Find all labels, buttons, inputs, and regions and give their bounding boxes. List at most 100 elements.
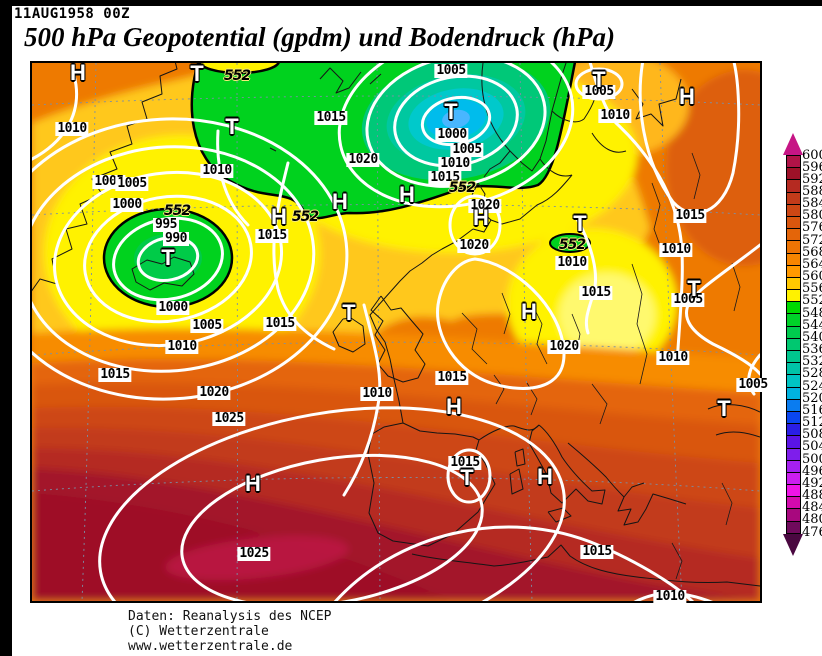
isobar-label: 1000: [435, 127, 469, 142]
isobar-label: 1020: [346, 152, 380, 167]
isobar-label: 1005: [115, 176, 149, 191]
isobar-label: 1010: [55, 121, 89, 136]
low-pressure-marker: T: [592, 67, 606, 92]
isobar-label: 1015: [580, 544, 614, 559]
colorbar-segment: [787, 362, 800, 375]
isobar-label: 1015: [673, 208, 707, 223]
high-pressure-marker: H: [332, 189, 348, 214]
high-pressure-marker: H: [271, 204, 287, 229]
isobar-label: 1005: [190, 318, 224, 333]
colorbar-segment: [787, 301, 800, 314]
datetime-label: 11AUG1958 00Z: [14, 6, 131, 22]
colorbar-arrow-up: [783, 133, 803, 155]
country-borders: [461, 152, 741, 580]
colorbar-tick-label: 548: [802, 305, 822, 321]
colorbar-tick-label: 532: [802, 354, 822, 370]
low-pressure-marker: T: [687, 276, 701, 301]
coastlines: [32, 63, 760, 587]
colorbar-segment: [787, 313, 800, 326]
isobar-label: 1010: [438, 156, 472, 171]
colorbar-tick-label: 552: [802, 293, 822, 309]
footer-line-copyright: (C) Wetterzentrale: [128, 624, 269, 639]
low-pressure-marker: T: [460, 465, 474, 490]
colorbar-tick-label: 516: [802, 402, 822, 418]
isobar-label: 1010: [653, 589, 687, 604]
colorbar-segment: [787, 398, 800, 411]
colorbar-segment: [787, 508, 800, 521]
isobar-label: 1000: [156, 300, 190, 315]
colorbar-tick-label: 576: [802, 220, 822, 236]
colorbar-segment: [787, 264, 800, 277]
low-pressure-marker: T: [717, 396, 731, 421]
colorbar-segment: [787, 191, 800, 204]
low-pressure-marker: T: [161, 245, 175, 270]
isobar-label: 1015: [314, 110, 348, 125]
isobar-label: 1015: [448, 455, 482, 470]
isobar-label: 1015: [98, 367, 132, 382]
isobar-label: 1025: [237, 546, 271, 561]
isobar-label: 1015: [435, 370, 469, 385]
isobar-label: 1005: [450, 142, 484, 157]
colorbar-segment: [787, 410, 800, 424]
colorbar-tick-label: 524: [802, 378, 822, 394]
colorbar-segment: [787, 337, 800, 350]
colorbar-segment: [787, 520, 800, 533]
isobar-label: 1010: [200, 163, 234, 178]
contour-552-baltic: [549, 233, 591, 253]
colorbar-segment: [787, 228, 800, 241]
colorbar-segment: [787, 203, 800, 216]
page-title: 500 hPa Geopotential (gpdm) und Bodendru…: [24, 22, 616, 52]
colorbar-tick-label: 588: [802, 183, 822, 199]
high-pressure-marker: H: [521, 299, 537, 324]
colorbar-segment: [787, 423, 800, 436]
isobar-label: 1000: [110, 197, 144, 212]
geopotential-552-label: 552: [558, 237, 586, 253]
colorbar-segment: [787, 325, 800, 338]
colorbar-segment: [787, 252, 800, 265]
isobar-label: 1005: [736, 377, 770, 392]
colorbar-segment: [787, 496, 800, 509]
isobar-label: 1020: [547, 339, 581, 354]
colorbar-tick-label: 508: [802, 427, 822, 443]
page-background: 11AUG1958 00Z 500 hPa Geopotential (gpdm…: [12, 6, 822, 656]
colorbar-tick-label: 560: [802, 269, 822, 285]
colorbar-tick-label: 484: [802, 500, 822, 516]
colorbar-segments: [786, 155, 801, 534]
colorbar-tick-label: 500: [802, 451, 822, 467]
colorbar-tick-label: 600: [802, 147, 822, 163]
colorbar-tick-label: 596: [802, 159, 822, 175]
colorbar-segment: [787, 240, 800, 253]
colorbar-tick-label: 564: [802, 256, 822, 272]
low-pressure-marker: T: [444, 99, 458, 124]
geopotential-552-label: 552: [448, 180, 476, 196]
colorbar-tick-label: 512: [802, 415, 822, 431]
high-pressure-marker: H: [537, 464, 553, 489]
weather-map: 1010 1005 1005 1000 995 990 1000 1005 1010 1015 10…: [30, 60, 770, 604]
map-label-layer: 1010 1005 1005 1000 995 990 1000 1005 1010 1015 10…: [32, 60, 770, 604]
colorbar-tick-label: 572: [802, 232, 822, 248]
colorbar-tick-label: 528: [802, 366, 822, 382]
isobar-label: 1020: [197, 385, 231, 400]
colorbar-tick-label: 520: [802, 390, 822, 406]
colorbar-segment: [787, 156, 800, 168]
colorbar-tick-label: 488: [802, 488, 822, 504]
colorbar-segment: [787, 447, 800, 460]
colorbar-tick-label: 544: [802, 317, 822, 333]
colorbar-tick-label: 556: [802, 281, 822, 297]
colorbar-tick-label: 536: [802, 342, 822, 358]
high-pressure-marker: H: [70, 60, 86, 85]
isobar-label: 1005: [434, 63, 468, 78]
footer-line-url: www.wetterzentrale.de: [128, 639, 293, 654]
colorbar-segment: [787, 374, 800, 387]
isobar-label: 1010: [360, 386, 394, 401]
colorbar-tick-label: 584: [802, 196, 822, 212]
colorbar-tick-label: 568: [802, 244, 822, 260]
colorbar-segment: [787, 276, 800, 290]
high-pressure-marker: H: [399, 182, 415, 207]
colorbar-tick-label: 580: [802, 208, 822, 224]
isobar-label: 1020: [457, 238, 491, 253]
high-pressure-marker: H: [679, 84, 695, 109]
high-pressure-marker: H: [473, 205, 489, 230]
isobar-label: 1010: [555, 255, 589, 270]
